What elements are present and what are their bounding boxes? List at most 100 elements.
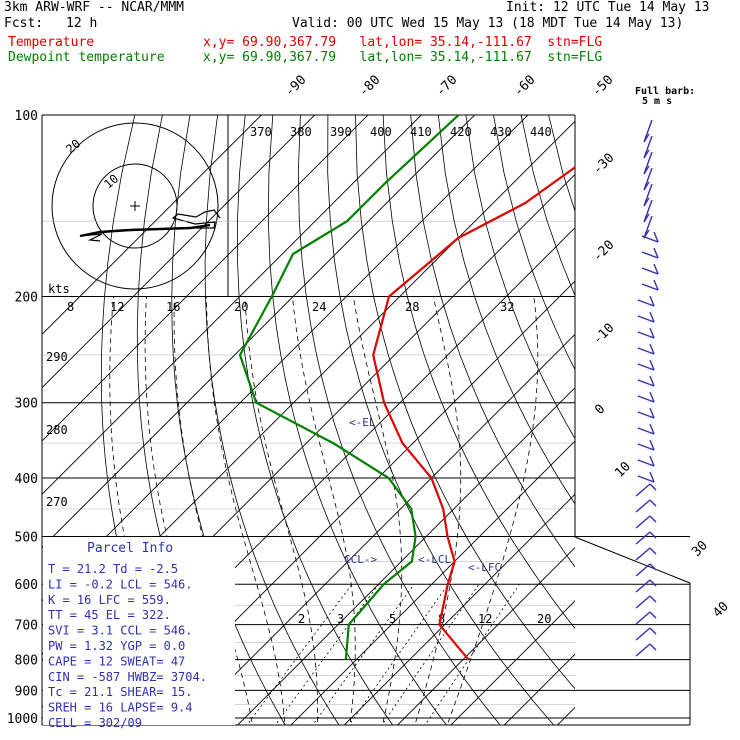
forecast-hours: 12 h [66,16,98,31]
wind-barb-flag [649,295,655,307]
isotherm [183,333,575,725]
init-time: Init: 12 UTC Tue 14 May 13 [506,0,710,15]
parcel-info-row: CIN = -587 HWBZ= 3704. [48,670,207,684]
level-annotation: <-EL [349,416,376,429]
wind-barb [637,315,655,323]
wind-barb-flag [649,515,657,523]
wind-barb [637,475,655,483]
isotherm [605,87,740,730]
mixing-ratio-label-2: 2 [298,612,305,626]
theta-label-440: 440 [530,125,552,139]
parcel-info-row: SVI = 3.1 CCL = 546. [48,624,193,638]
pressure-tick-400: 400 [15,472,38,487]
isotherm [42,115,369,442]
wind-barb [635,547,651,561]
wind-barb-flag [653,231,659,243]
wind-barb [643,215,653,239]
dry-adiabat [659,115,740,731]
temperature-legend: Temperature [8,35,95,50]
wind-barb [635,611,651,625]
wind-barb [637,363,655,371]
wind-barb [637,459,655,467]
moist-adiabat [244,296,319,725]
temperature-location: x,y= 69.90,367.79 lat,lon= 35.14,-111.67… [203,35,603,50]
wind-barb-flag [649,327,655,339]
wind-barb-flag [649,483,657,491]
parcel-info-row: SREH = 16 LAPSE= 9.4 [48,701,193,715]
theta-e-label-24: 24 [312,300,326,314]
theta-e-label-8: 8 [67,300,74,314]
dry-adiabat [382,115,575,630]
wind-barb-flag [649,531,657,539]
valid-time: Valid: 00 UTC Wed 15 May 13 (18 MDT Tue … [292,16,684,31]
isotherm-label-0: 0 [592,402,608,418]
wind-barb [637,427,655,435]
wind-barb-flag [649,499,657,507]
theta-left-label-290: 290 [46,350,68,364]
wind-barb [643,183,653,207]
mixing-ratio-line [424,583,520,725]
theta-label-410: 410 [410,125,432,139]
dry-adiabat [520,115,575,297]
wind-barb-flag [649,311,655,323]
wind-barb [641,267,659,275]
wind-barb [637,443,655,451]
full-barb-units: 5 m s [642,96,672,107]
wind-barb [635,483,651,497]
hodograph-ring-20 [51,122,219,290]
pressure-tick-1000: 1000 [7,712,38,727]
wind-barb [635,595,651,609]
wind-barb [637,299,655,307]
sounding-profiles [238,115,575,661]
theta-label-420: 420 [450,125,472,139]
wind-barb [641,251,659,259]
theta-label-370: 370 [250,125,272,139]
level-annotation: <-LFC [468,561,501,574]
dry-adiabat [410,115,575,568]
theta-e-label-28: 28 [405,300,419,314]
dry-adiabat [714,115,740,731]
wind-barb [635,499,651,513]
wind-barb [637,411,655,419]
dry-adiabat [687,115,740,731]
dry-adiabat [236,115,394,725]
mixing-ratio-line [381,583,480,725]
isotherm-label--60: -60 [511,73,538,100]
moist-adiabat [352,296,403,725]
wind-barb [635,563,651,577]
hodograph-trace [79,223,211,238]
wind-barb-flag [649,407,655,419]
isotherm-label--10: -10 [590,321,617,348]
pressure-tick-700: 700 [15,619,38,634]
wind-barbs [635,119,659,657]
isotherm-label--80: -80 [356,73,383,100]
wind-barb [641,283,659,291]
dry-adiabat [631,115,740,731]
wind-barb [635,627,651,641]
dewpoint-profile [238,115,460,660]
mixing-ratio-label-12: 12 [478,612,492,626]
theta-label-390: 390 [330,125,352,139]
dewpoint-location: x,y= 69.90,367.79 lat,lon= 35.14,-111.67… [203,50,603,65]
frame-diagonal [574,536,691,584]
mixing-ratio-label-5: 5 [389,612,396,626]
parcel-info-row: LI = -0.2 LCL = 546. [48,577,193,591]
theta-label-400: 400 [370,125,392,139]
wind-barb-flag [653,247,659,259]
wind-barb [635,531,651,545]
wind-barb [643,199,653,223]
hodograph-units: kts [48,282,70,296]
wind-barb-flag [649,595,657,603]
dry-adiabat [355,115,575,690]
isotherm-label--70: -70 [433,73,460,100]
mixing-ratio-label-3: 3 [337,612,344,626]
forecast-label: Fcst: [4,16,44,31]
wind-barb-flag [649,563,657,571]
wind-barb-flag [643,165,650,175]
mixing-ratio-line [348,583,449,725]
dewpoint-legend: Dewpoint temperature [8,50,165,65]
theta-left-label-280: 280 [46,423,68,437]
mixing-ratio-line [274,583,380,725]
